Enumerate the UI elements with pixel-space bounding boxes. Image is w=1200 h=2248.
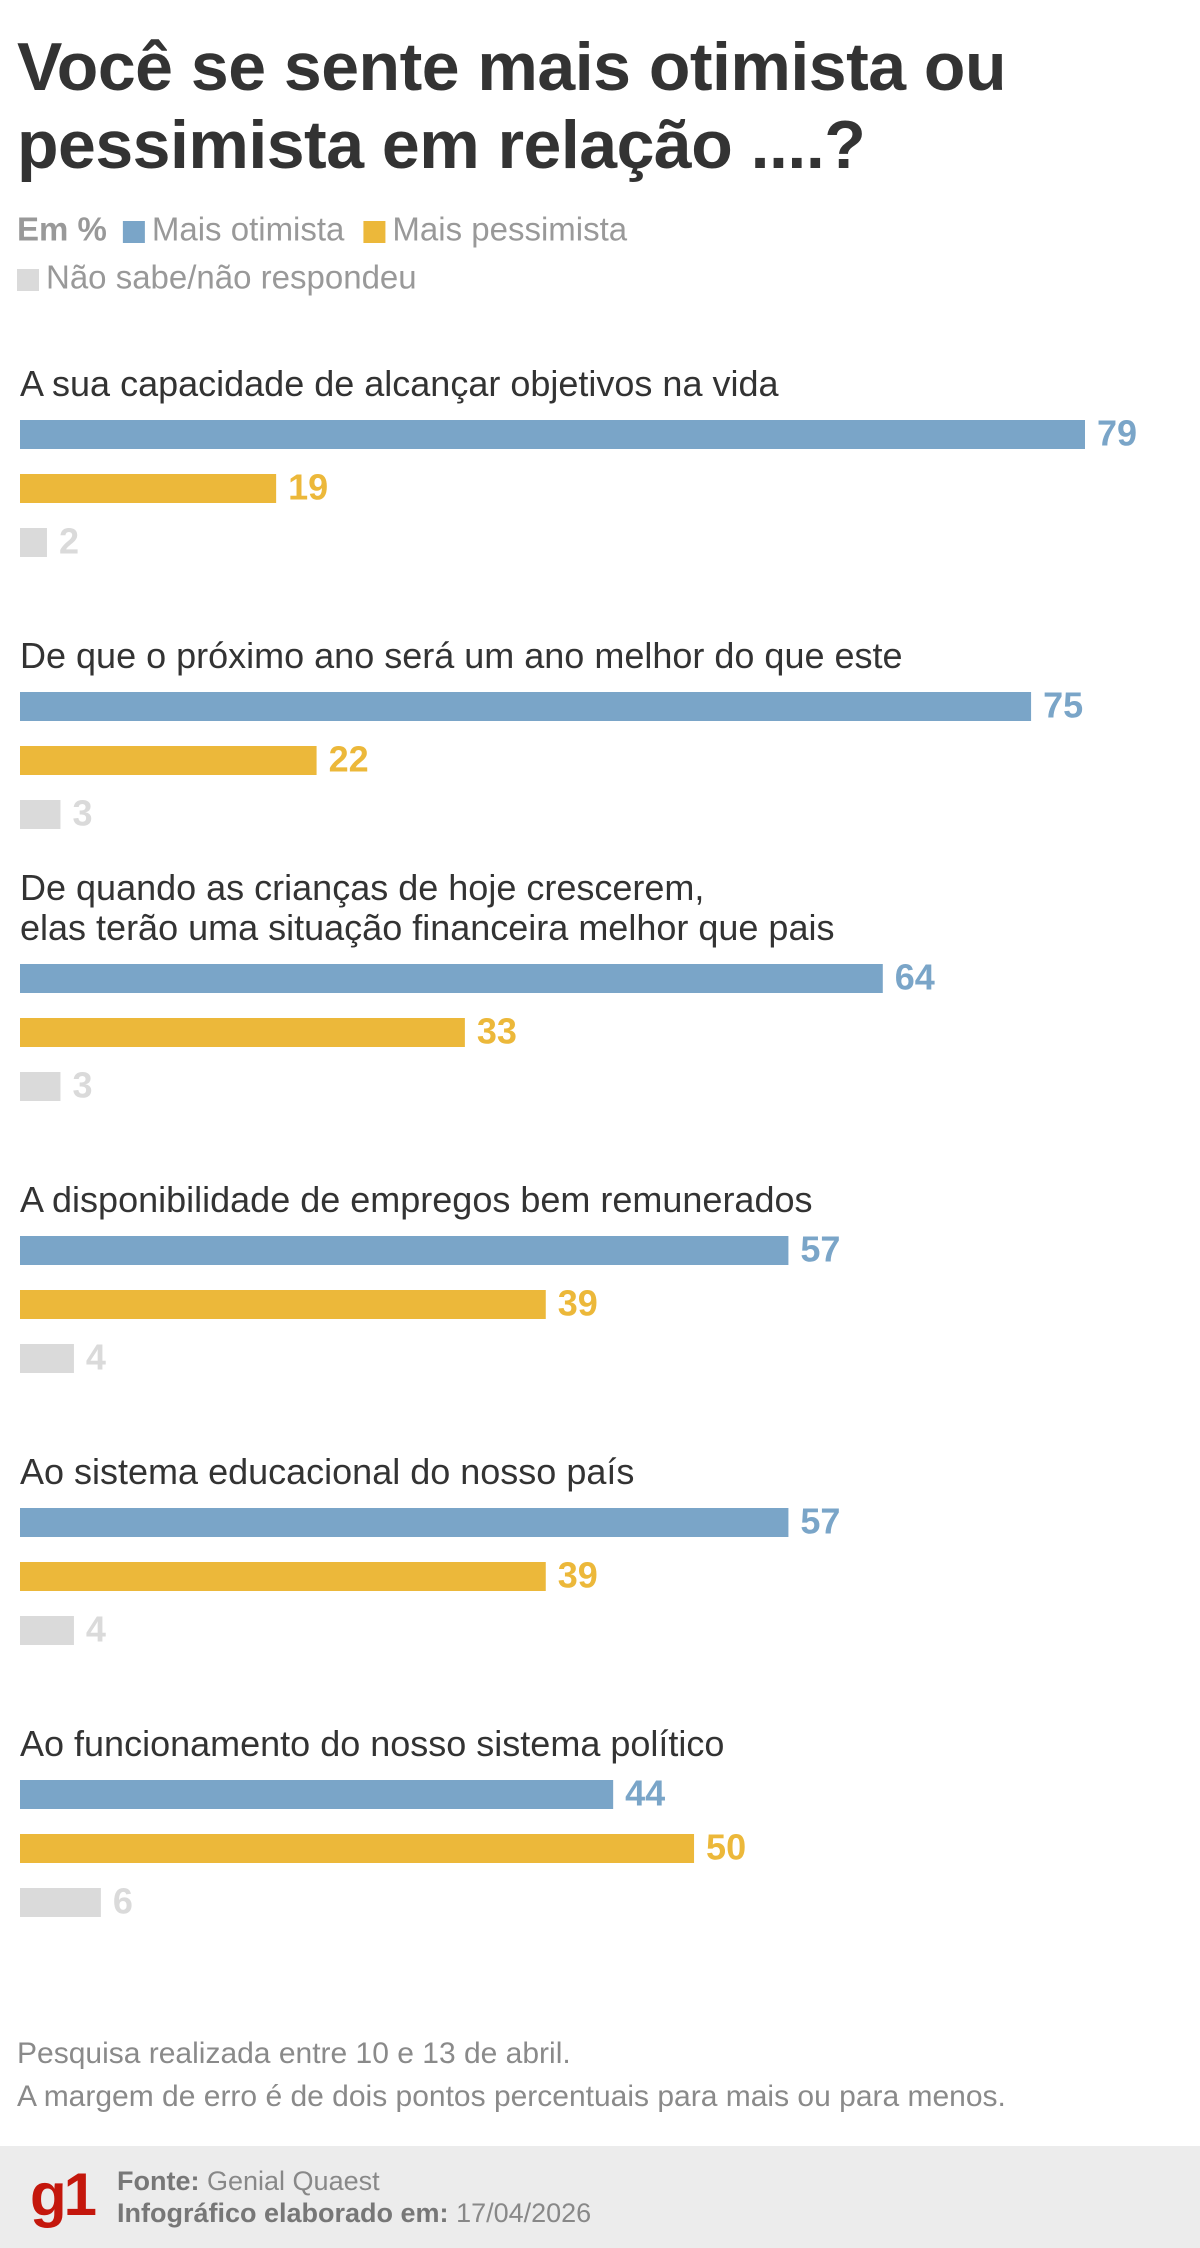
bar [20, 1072, 61, 1101]
footer: g1 Fonte: Genial Quaest Infográfico elab… [0, 2146, 1200, 2248]
bar [20, 1780, 614, 1809]
value-label: 22 [329, 739, 369, 780]
bar [20, 800, 61, 829]
date-label: Infográfico elaborado em: [117, 2198, 449, 2228]
date: Infográfico elaborado em: 17/04/2026 [117, 2198, 591, 2229]
legend-label: Mais pessimista [392, 211, 627, 248]
legend-swatch [363, 221, 386, 243]
value-label: 4 [86, 1337, 106, 1378]
value-label: 57 [800, 1229, 840, 1270]
value-label: 75 [1043, 685, 1083, 726]
chart-title: Você se sente mais otimista ou pessimist… [17, 29, 1007, 183]
category-label: A disponibilidade de empregos bem remune… [20, 1179, 813, 1220]
bar [20, 1344, 74, 1373]
value-label: 44 [625, 1773, 665, 1814]
value-label: 6 [113, 1881, 133, 1922]
legend-label: Mais otimista [152, 211, 345, 248]
value-label: 4 [86, 1609, 106, 1650]
bar [20, 1290, 546, 1319]
value-label: 33 [477, 1011, 517, 1052]
bar [20, 528, 47, 557]
value-label: 2 [59, 521, 79, 562]
legend-title: Em % [17, 211, 107, 248]
value-label: 39 [558, 1283, 598, 1324]
bar [20, 474, 277, 503]
category-label: De quando as crianças de hoje crescerem,… [20, 867, 835, 948]
value-label: 79 [1097, 413, 1137, 454]
bar [20, 1834, 695, 1863]
value-label: 39 [558, 1555, 598, 1596]
note: A margem de erro é de dois pontos percen… [17, 2080, 1006, 2113]
value-label: 19 [288, 467, 328, 508]
value-label: 3 [72, 1065, 92, 1106]
bar [20, 1562, 546, 1591]
category-label: Ao sistema educacional do nosso país [20, 1451, 635, 1492]
value-label: 50 [706, 1827, 746, 1868]
legend-label: Não sabe/não respondeu [46, 259, 417, 296]
bar [20, 1236, 789, 1265]
source-text: Genial Quaest [207, 2166, 380, 2196]
chart: Em % Mais otimista Mais pessimista Não sabe… [17, 211, 1137, 1922]
legend-swatch [122, 221, 145, 243]
bar [20, 964, 883, 993]
legend-swatch [17, 269, 39, 291]
value-label: 3 [72, 793, 92, 834]
bar [20, 1508, 789, 1537]
bar [20, 746, 317, 775]
value-label: 64 [895, 957, 935, 998]
logo: g1 [30, 2161, 97, 2228]
bar [20, 1888, 101, 1917]
bar [20, 692, 1032, 721]
date-text: 17/04/2026 [456, 2198, 592, 2228]
source: Fonte: Genial Quaest [117, 2166, 380, 2197]
bar [20, 420, 1085, 449]
bar [20, 1616, 74, 1645]
value-label: 57 [800, 1501, 840, 1542]
category-label: A sua capacidade de alcançar objetivos n… [20, 363, 779, 404]
source-label: Fonte: [117, 2166, 200, 2196]
category-label: Ao funcionamento do nosso sistema políti… [20, 1723, 725, 1764]
note: Pesquisa realizada entre 10 e 13 de abri… [17, 2037, 571, 2070]
bar [20, 1018, 465, 1047]
category-label: De que o próximo ano será um ano melhor … [20, 635, 903, 676]
